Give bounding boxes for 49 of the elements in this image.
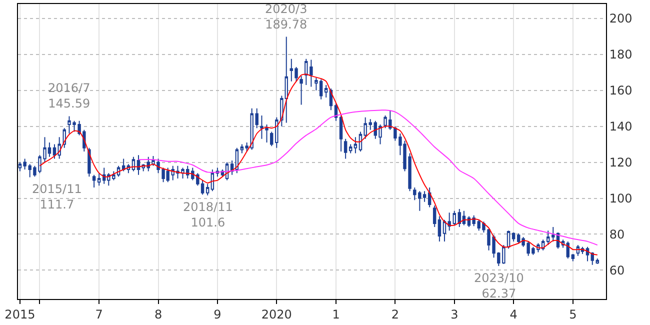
candlestick [368, 118, 372, 130]
line-series [138, 110, 598, 246]
candlestick [571, 254, 575, 262]
x-tick-label: 2 [391, 307, 400, 322]
candlestick [512, 232, 516, 242]
candlestick [97, 172, 101, 186]
x-tick-label: 2015 [4, 307, 36, 322]
y-tick-label: 160 [609, 84, 632, 98]
candlestick [348, 144, 352, 154]
y-tick-label: 120 [609, 155, 632, 170]
y-tick-label: 100 [609, 191, 632, 206]
candlestick [206, 183, 210, 196]
x-tick-label: 4 [510, 307, 518, 322]
candlestick [438, 216, 442, 242]
candlestick [92, 174, 96, 188]
candlestick [324, 84, 328, 98]
x-tick-label: 7 [95, 307, 103, 322]
candlestick [462, 210, 466, 226]
x-tick-label: 5 [569, 307, 577, 322]
y-tick-label: 80 [609, 227, 625, 242]
candlestick [339, 115, 343, 152]
x-tick-label: 8 [154, 307, 162, 322]
candlestick [270, 131, 274, 147]
annotation: 2015/11 111.7 [32, 182, 82, 212]
x-tick-label: 9 [214, 307, 222, 322]
annotation: 2023/10 62.37 [474, 271, 524, 301]
candlestick [458, 208, 462, 228]
y-tick-label: 140 [609, 120, 632, 134]
candlestick [596, 258, 600, 264]
y-tick-label: 200 [609, 12, 632, 26]
candlestick [546, 230, 550, 246]
annotation: 2020/3 189.78 [265, 2, 308, 32]
candlestick [122, 158, 126, 172]
candlestick [432, 204, 436, 228]
y-tick-label: 60 [609, 263, 625, 278]
annotation: 2016/7 145.59 [48, 81, 90, 111]
y-tick-label: 180 [609, 48, 632, 62]
candlestick [265, 124, 268, 144]
candlestick [428, 186, 432, 208]
candlestick [255, 108, 258, 129]
candlestick [260, 115, 264, 140]
candlestick [344, 138, 348, 160]
x-tick-label: 1 [332, 307, 340, 322]
candlestick [354, 136, 358, 154]
x-tick-label: 2020 [261, 307, 292, 322]
candlestick [300, 75, 303, 106]
annotation: 2018/11 101.6 [183, 200, 233, 230]
candlestick [452, 210, 456, 226]
x-tick-label: 3 [450, 307, 458, 322]
